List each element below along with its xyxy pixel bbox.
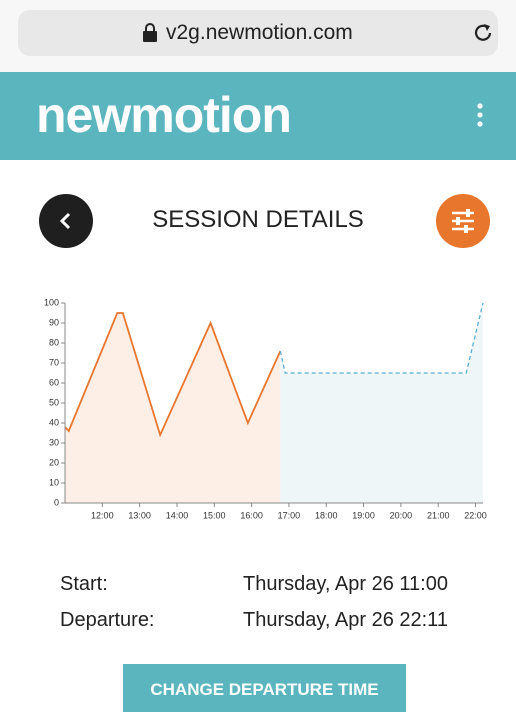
x-tick-label: 15:00 — [203, 510, 226, 520]
x-tick-label: 20:00 — [390, 510, 413, 520]
x-tick-label: 16:00 — [240, 510, 263, 520]
y-tick-label: 20 — [49, 457, 59, 467]
y-tick-label: 10 — [49, 477, 59, 487]
filter-button[interactable] — [435, 193, 491, 249]
x-tick-label: 13:00 — [128, 510, 151, 520]
detail-row: Start: Thursday, Apr 26 11:00 — [60, 573, 500, 609]
x-tick-label: 12:00 — [91, 510, 114, 520]
change-departure-button[interactable]: CHANGE DEPARTURE TIME — [123, 664, 406, 712]
y-tick-label: 90 — [49, 317, 59, 327]
url-text: v2g.newmotion.com — [166, 21, 353, 44]
reload-icon[interactable] — [472, 22, 494, 44]
page-title: SESSION DETAILS — [152, 206, 364, 233]
y-tick-label: 50 — [49, 397, 59, 407]
y-tick-label: 0 — [54, 497, 59, 507]
app-header: newmotion — [0, 72, 516, 160]
y-tick-label: 70 — [49, 357, 59, 367]
x-tick-label: 21:00 — [427, 510, 450, 520]
line — [279, 302, 484, 374]
y-tick-label: 100 — [44, 297, 59, 307]
x-tick-label: 14:00 — [166, 510, 189, 520]
lock-icon — [143, 23, 157, 42]
details: Start: Thursday, Apr 26 11:00 Departure: Th… — [60, 573, 500, 645]
detail-row: Departure: Thursday, Apr 26 22:11 — [60, 609, 500, 645]
detail-value: Thursday, Apr 26 11:00 — [243, 573, 448, 595]
y-tick-label: 60 — [49, 377, 59, 387]
browser-bar: v2g.newmotion.com — [0, 0, 516, 72]
x-tick-label: 19:00 — [352, 510, 375, 520]
chart: 0 10 20 30 40 50 60 70 80 90 100 12:00 13:00 14:00 15:… — [44, 297, 487, 520]
x-tick-label: 18:00 — [315, 510, 338, 520]
y-tick-label: 40 — [49, 417, 59, 427]
menu-icon[interactable] — [474, 102, 486, 132]
detail-value: Thursday, Apr 26 22:11 — [243, 609, 448, 631]
y-tick-label: 30 — [49, 437, 59, 447]
url-field[interactable]: v2g.newmotion.com — [18, 10, 498, 56]
line — [64, 312, 282, 438]
x-tick-label: 22:00 — [464, 510, 487, 520]
logo[interactable]: newmotion — [36, 87, 292, 143]
x-tick-label: 17:00 — [278, 510, 301, 520]
detail-label: Departure: — [60, 609, 155, 631]
area — [280, 303, 483, 503]
back-button[interactable] — [38, 193, 94, 249]
detail-label: Start: — [60, 573, 108, 595]
y-tick-label: 80 — [49, 337, 59, 347]
